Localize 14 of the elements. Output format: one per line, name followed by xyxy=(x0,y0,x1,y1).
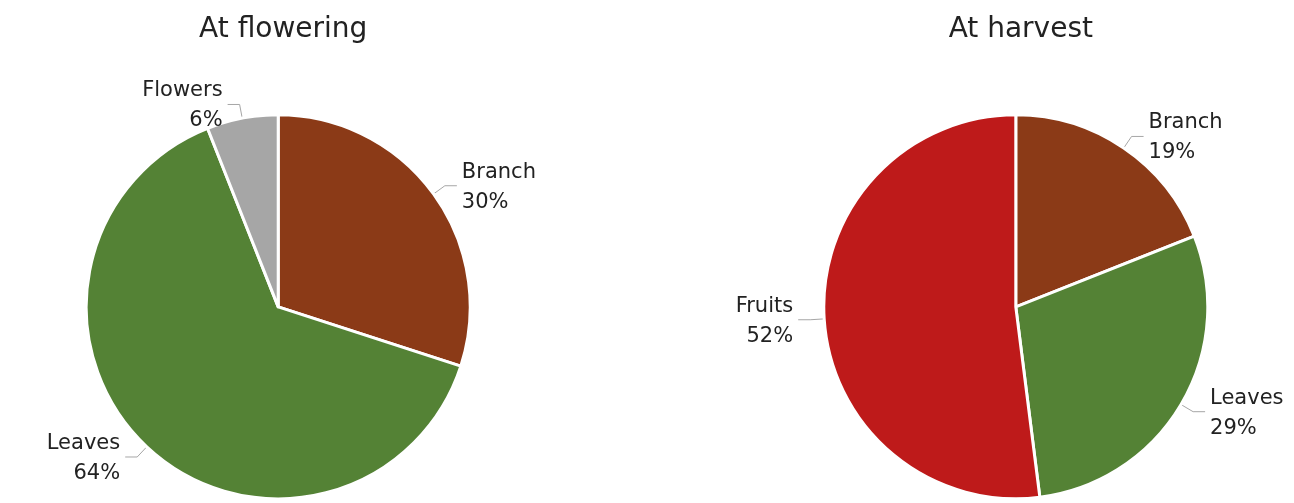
chart-title: At flowering xyxy=(199,10,368,44)
data-label: 6% xyxy=(189,107,223,132)
data-label: 52% xyxy=(746,322,794,347)
slice-label: Flowers xyxy=(142,77,223,102)
data-label: 64% xyxy=(73,460,121,484)
slice-label: Fruits xyxy=(735,292,794,317)
data-label: 29% xyxy=(1210,414,1257,439)
data-label: 30% xyxy=(461,188,509,213)
slice-label: Leaves xyxy=(46,430,121,454)
chart-title: At harvest xyxy=(948,10,1093,44)
slice-label: Branch xyxy=(1148,109,1223,134)
slice-label: Leaves xyxy=(1210,384,1284,409)
slice-label: Branch xyxy=(461,158,536,183)
data-label: 19% xyxy=(1148,139,1196,164)
